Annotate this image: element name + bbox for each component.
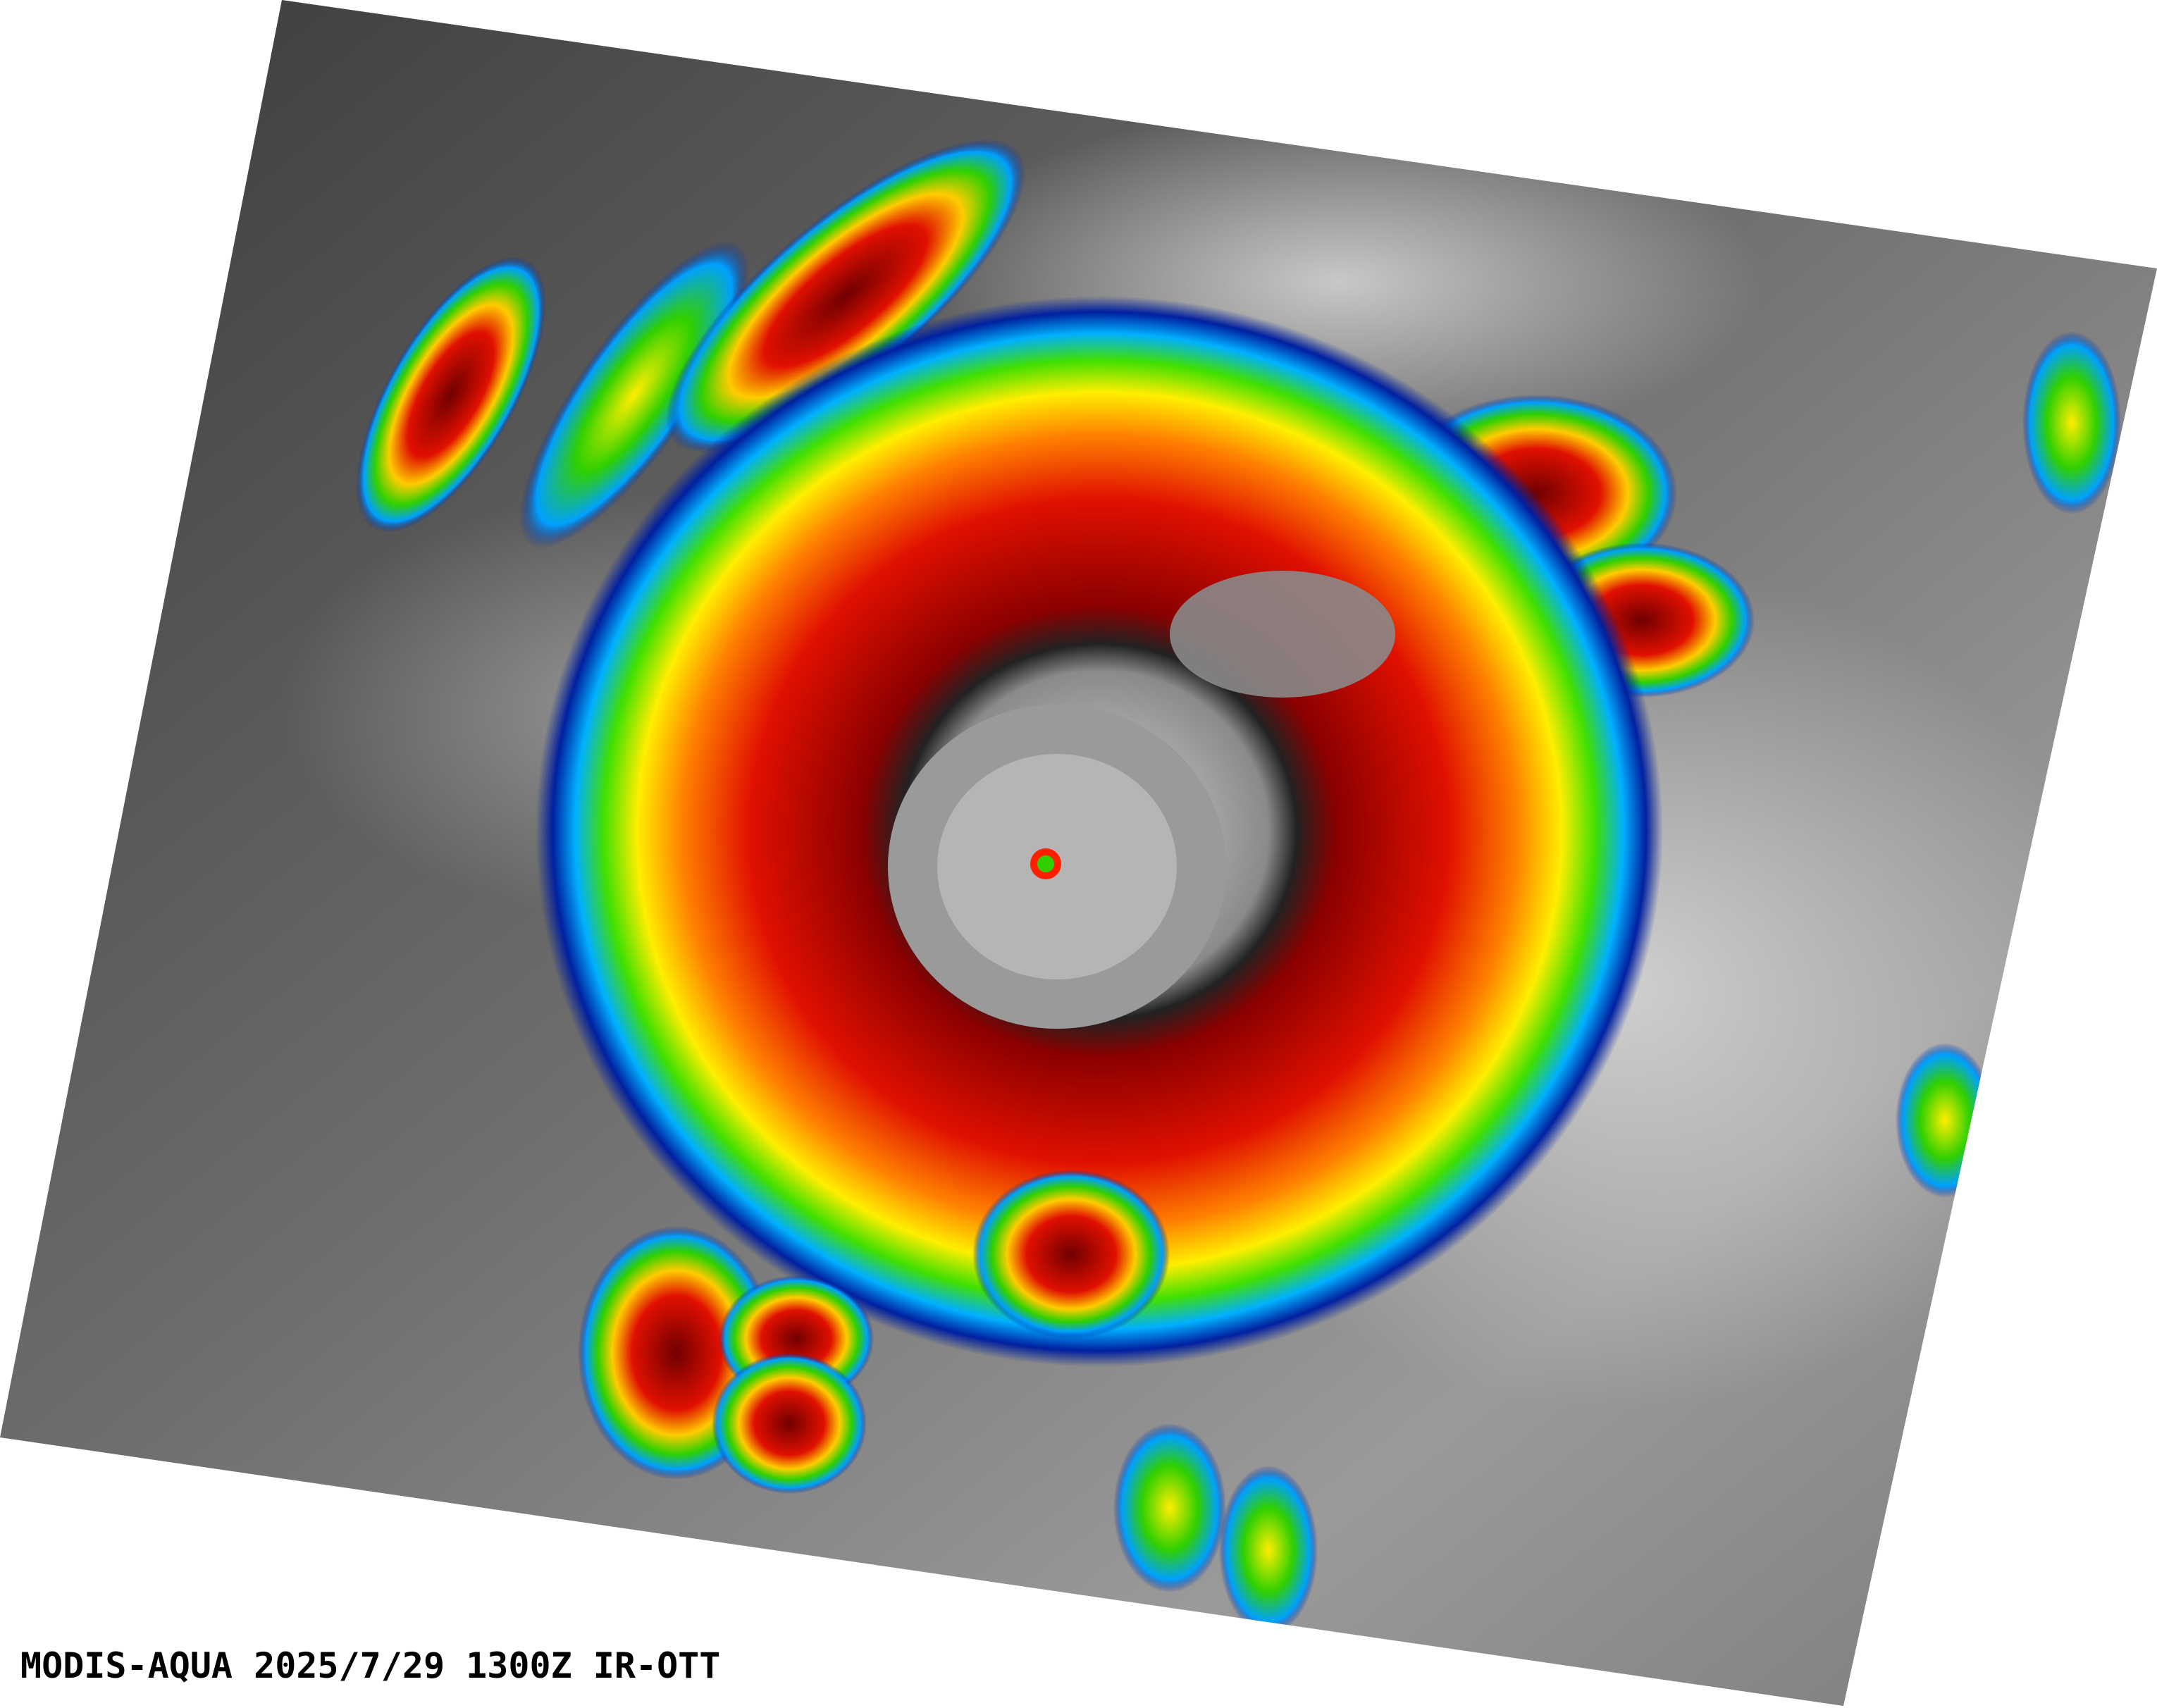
caption: MODIS-AQUA 2025/7/29 1300Z IR-OTT (20, 1645, 720, 1686)
